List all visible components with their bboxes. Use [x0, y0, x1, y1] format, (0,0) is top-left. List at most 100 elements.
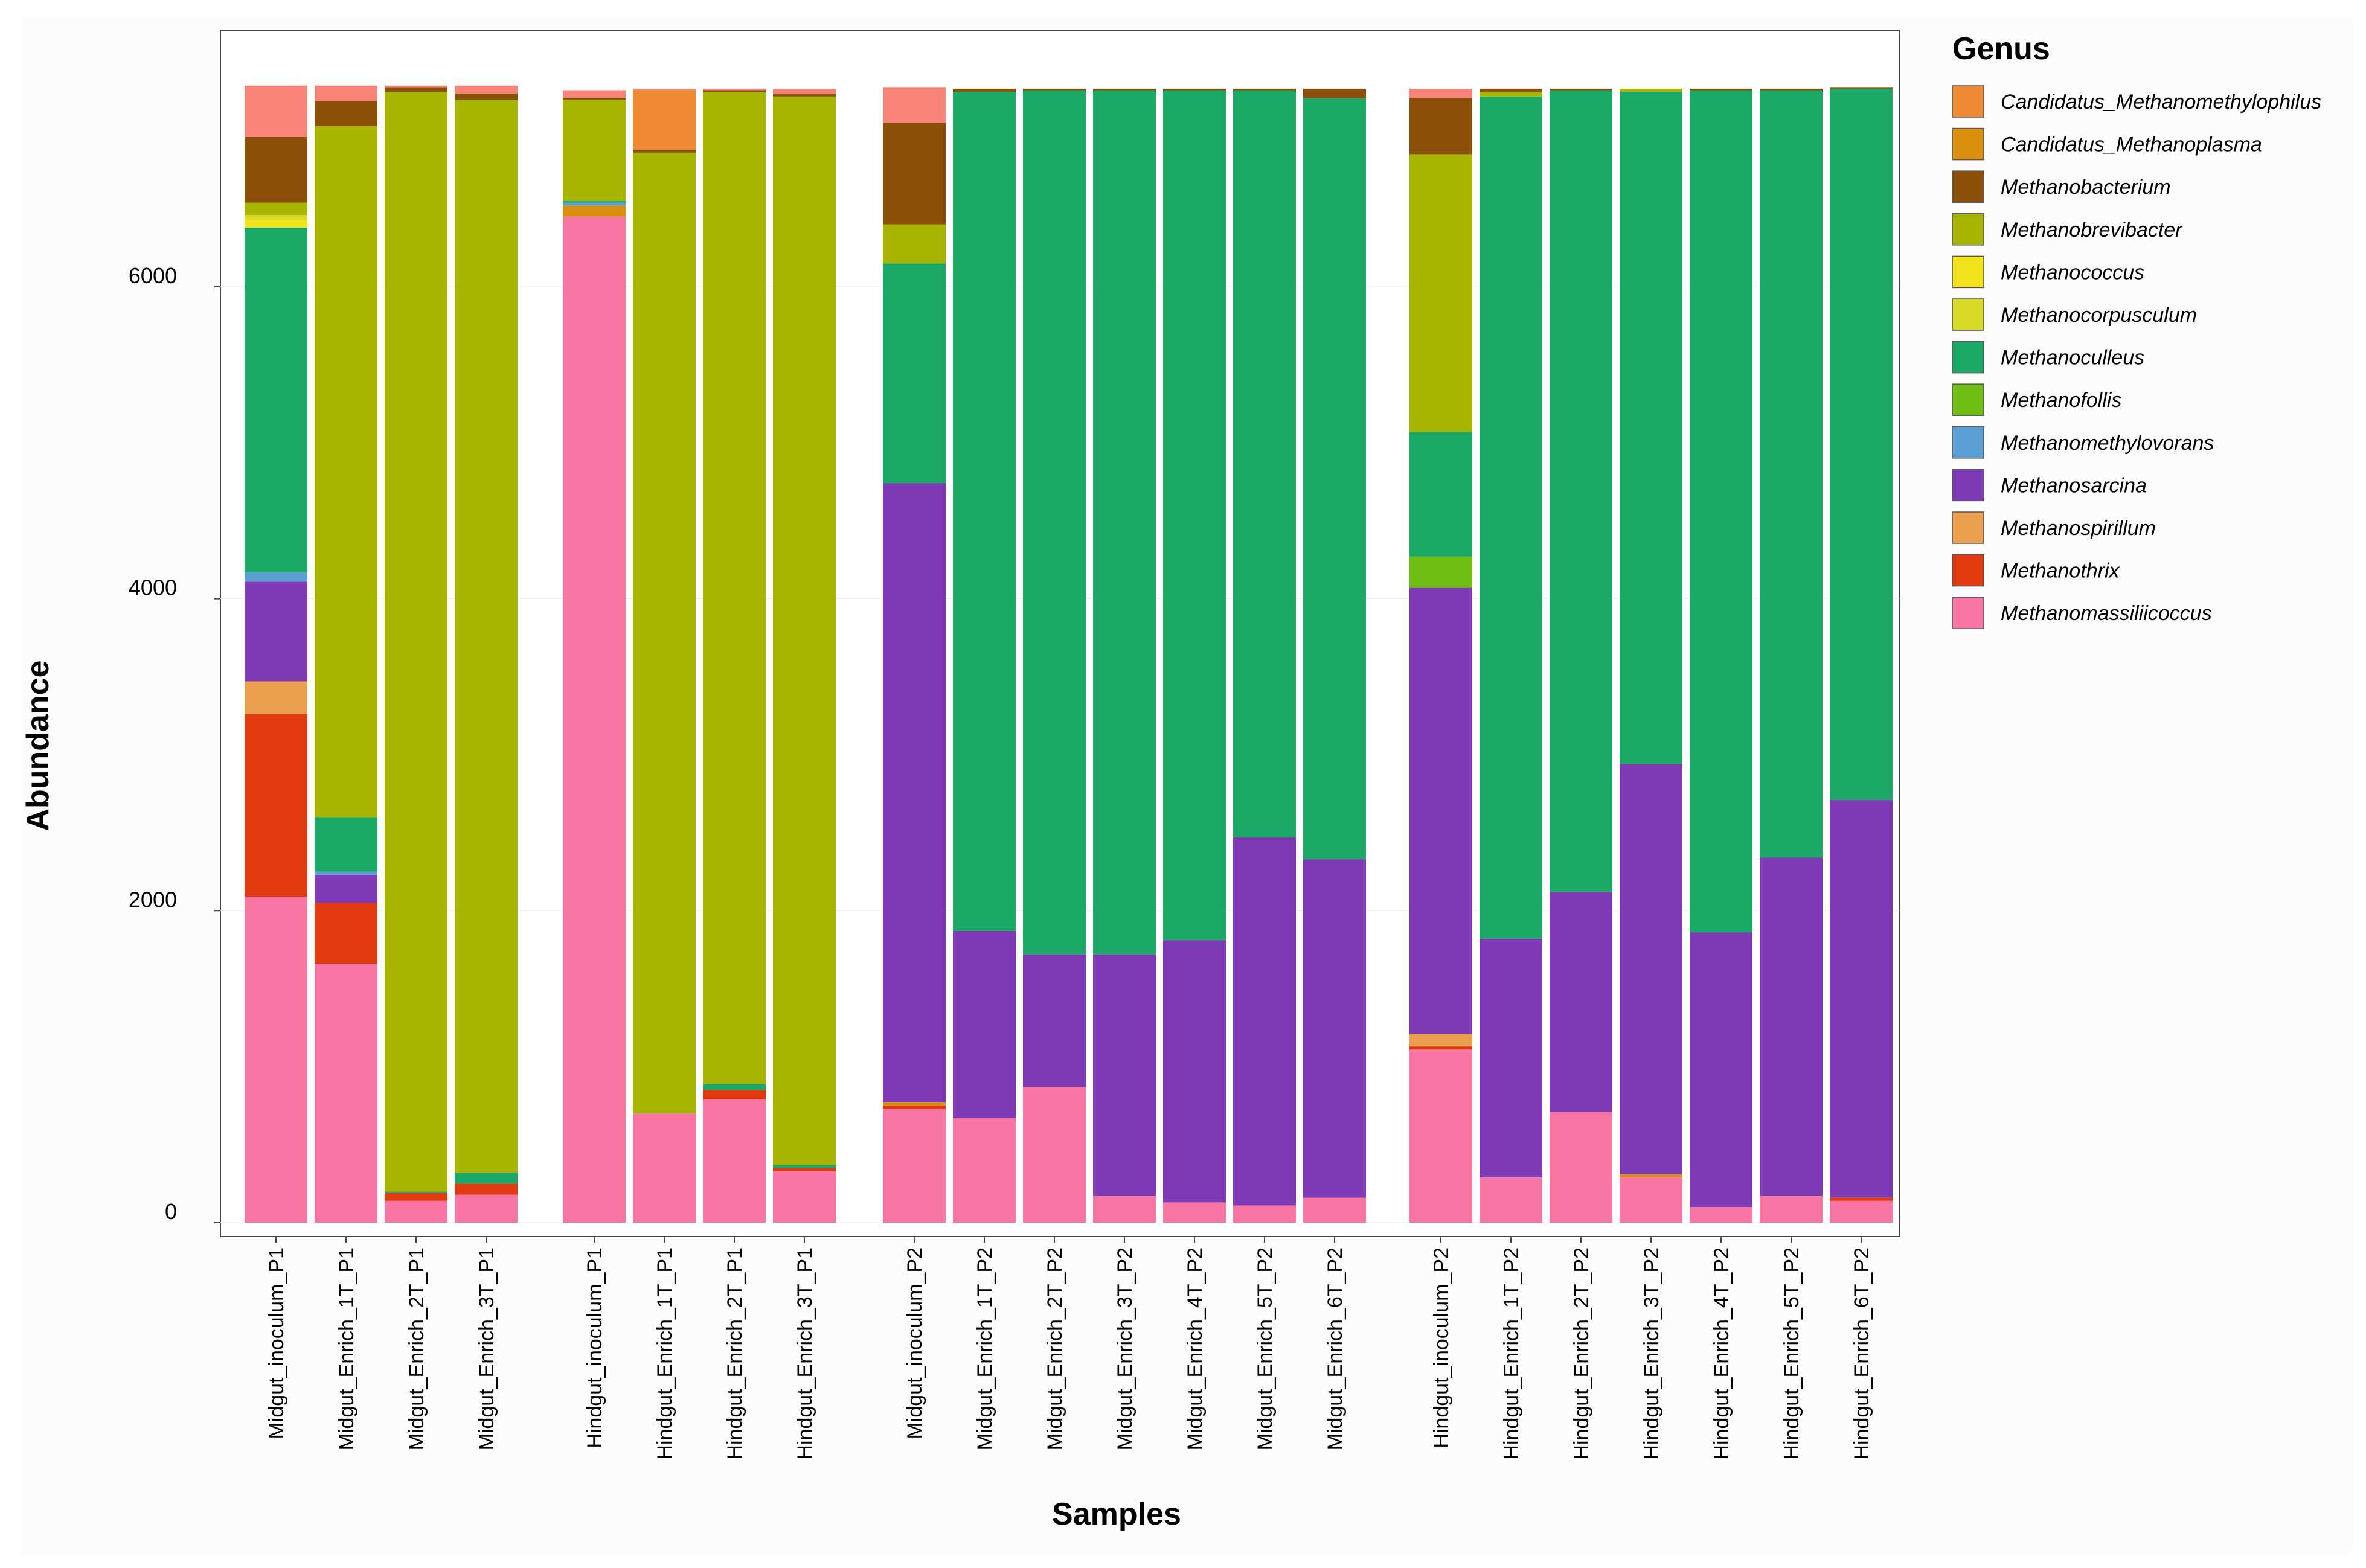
x-tick-label-Midgut_inoculum_P1: Midgut_inoculum_P1: [265, 1247, 288, 1439]
bar-segment-Hindgut_inoculum_P2-Methanospirillum: [1409, 1034, 1472, 1047]
bar-segment-Midgut_Enrich_6T_P2-Methanoculleus: [1303, 98, 1366, 860]
legend-label-Methanocorpusculum: Methanocorpusculum: [2001, 304, 2197, 327]
x-tick-labels: Midgut_inoculum_P1 Midgut_Enrich_1T_P1 Mid…: [265, 1237, 1873, 1460]
legend-item-Methanofollis: Methanofollis: [1952, 383, 2121, 416]
bar-segment-Midgut_Enrich_1T_P1-Methanoculleus: [315, 817, 377, 872]
x-tick-label-Hindgut_inoculum_P1: Hindgut_inoculum_P1: [583, 1247, 606, 1448]
legend-item-Candidatus_Methanoplasma: Candidatus_Methanoplasma: [1952, 127, 2262, 161]
bar-segment-Hindgut_Enrich_5T_P2-Methanomassiliicoccus: [1760, 1196, 1823, 1223]
bar-segment-Midgut_Enrich_5T_P2-Methanobacterium: [1233, 88, 1296, 91]
bar-segment-Hindgut_Enrich_3T_P1-Methanothrix: [773, 1168, 836, 1171]
bar-segment-Hindgut_Enrich_2T_P1-Methanoculleus: [703, 1084, 766, 1090]
bar-segment-Midgut_Enrich_3T_P1-Methanobrevibacter: [455, 100, 518, 1173]
x-tick-label-Midgut_Enrich_4T_P2: Midgut_Enrich_4T_P2: [1184, 1247, 1207, 1450]
bar-Midgut_Enrich_3T_P1: [455, 85, 518, 1223]
bar-segment-Midgut_inoculum_P1-Methanomassiliicoccus: [245, 897, 307, 1223]
bar-segment-Hindgut_Enrich_1T_P2-Methanobrevibacter: [1480, 92, 1542, 97]
bar-segment-Hindgut_inoculum_P1-Methanobacterium: [563, 98, 626, 100]
bar-segment-Midgut_Enrich_5T_P2-Methanoculleus: [1233, 90, 1296, 837]
legend-swatch-Methanocorpusculum: [1952, 298, 1984, 331]
bar-segment-Hindgut_Enrich_1T_P2-Methanobacterium: [1480, 88, 1542, 92]
bar-segment-Midgut_Enrich_2T_P1-Methanomassiliicoccus: [385, 1200, 447, 1223]
bar-segment-Midgut_Enrich_6T_P2-Methanosarcina: [1303, 859, 1366, 1198]
bar-segment-Midgut_Enrich_1T_P1-Methanosarcina: [315, 874, 377, 903]
bar-segment-Hindgut_inoculum_P2-Methanosarcina: [1409, 587, 1472, 1034]
bar-segment-Midgut_inoculum_P1-Methanothrix: [245, 714, 307, 897]
x-tick-label-Hindgut_Enrich_2T_P2: Hindgut_Enrich_2T_P2: [1570, 1247, 1593, 1460]
bar-segment-Hindgut_Enrich_2T_P1-Methanothrix: [703, 1090, 766, 1099]
bar-segment-Hindgut_Enrich_2T_P2-Methanobacterium: [1550, 88, 1612, 91]
legend-swatch-Methanobrevibacter: [1952, 213, 1984, 246]
bar-segment-Midgut_Enrich_5T_P2-Methanosarcina: [1233, 837, 1296, 1206]
legend-swatch-Methanomethylovorans: [1952, 426, 1984, 459]
bar-Hindgut_Enrich_6T_P2: [1830, 87, 1893, 1223]
bar-segment-Hindgut_Enrich_1T_P2-Methanoculleus: [1480, 96, 1542, 939]
axes-layer: 0 2000 4000 6000: [129, 263, 220, 1224]
bar-Midgut_Enrich_1T_P2: [953, 88, 1016, 1223]
x-tick-label-Hindgut_inoculum_P2: Hindgut_inoculum_P2: [1430, 1247, 1453, 1448]
bar-segment-Hindgut_Enrich_3T_P2-Methanoculleus: [1620, 92, 1682, 764]
bar-segment-Midgut_Enrich_5T_P2-Methanomassiliicoccus: [1233, 1205, 1296, 1223]
bar-segment-Hindgut_Enrich_3T_P1-Methanoculleus: [773, 1165, 836, 1168]
legend: Genus Candidatus_MethanomethylophilusCan…: [1952, 31, 2321, 629]
bar-segment-Hindgut_Enrich_3T_P2-Methanosarcina: [1620, 764, 1682, 1174]
bar-segment-Midgut_Enrich_1T_P2-Methanobacterium: [953, 88, 1016, 92]
bar-segment-Midgut_inoculum_P2-Methanothrix: [883, 1106, 946, 1109]
legend-item-Methanobacterium: Methanobacterium: [1952, 170, 2171, 203]
bar-segment-Midgut_Enrich_1T_P1-Methanomethylovorans: [315, 871, 377, 875]
bar-segment-Hindgut_inoculum_P2-Other: [1409, 88, 1472, 98]
bar-segment-Hindgut_Enrich_1T_P1-Candidatus_Methanomethylophilus: [633, 90, 696, 150]
y-tick-label-4000: 4000: [129, 575, 177, 600]
legend-label-Candidatus_Methanoplasma: Candidatus_Methanoplasma: [2001, 133, 2262, 156]
x-tick-label-Midgut_Enrich_6T_P2: Midgut_Enrich_6T_P2: [1324, 1247, 1347, 1450]
legend-swatch-Methanofollis: [1952, 383, 1984, 416]
bar-segment-Midgut_Enrich_3T_P1-Methanobacterium: [455, 93, 518, 100]
bar-segment-Hindgut_Enrich_2T_P1-Methanomassiliicoccus: [703, 1099, 766, 1223]
bar-segment-Hindgut_Enrich_5T_P2-Methanoculleus: [1760, 90, 1823, 858]
bar-Midgut_Enrich_2T_P2: [1023, 88, 1086, 1223]
x-axis-title: Samples: [1052, 1497, 1181, 1532]
bar-segment-Midgut_Enrich_4T_P2-Methanosarcina: [1163, 940, 1226, 1203]
legend-swatch-Methanothrix: [1952, 554, 1984, 587]
bar-segment-Hindgut_Enrich_1T_P1-Other: [633, 88, 696, 91]
bar-segment-Midgut_inoculum_P1-Methanococcus: [245, 219, 307, 228]
bar-Hindgut_Enrich_2T_P2: [1550, 88, 1612, 1223]
bars-layer: [245, 85, 1893, 1223]
bar-segment-Midgut_Enrich_1T_P2-Methanoculleus: [953, 92, 1016, 931]
legend-label-Methanobrevibacter: Methanobrevibacter: [2001, 219, 2183, 242]
x-tick-label-Midgut_Enrich_5T_P2: Midgut_Enrich_5T_P2: [1254, 1247, 1277, 1450]
x-tick-label-Hindgut_Enrich_4T_P2: Hindgut_Enrich_4T_P2: [1710, 1247, 1733, 1460]
bar-Hindgut_Enrich_5T_P2: [1760, 88, 1823, 1223]
bar-segment-Midgut_Enrich_2T_P1-Methanobrevibacter: [385, 92, 447, 1192]
legend-label-Methanobacterium: Methanobacterium: [2001, 176, 2171, 199]
y-tick-label-6000: 6000: [129, 263, 177, 288]
bar-segment-Midgut_inoculum_P1-Methanospirillum: [245, 681, 307, 714]
bar-segment-Hindgut_Enrich_5T_P2-Methanosarcina: [1760, 857, 1823, 1197]
bar-segment-Hindgut_inoculum_P1-Methanoculleus: [563, 200, 626, 203]
bar-segment-Hindgut_Enrich_3T_P1-Methanobacterium: [773, 93, 836, 97]
legend-item-Methanococcus: Methanococcus: [1952, 255, 2144, 289]
bar-segment-Hindgut_Enrich_1T_P1-Methanobacterium: [633, 149, 696, 153]
legend-item-Methanosarcina: Methanosarcina: [1952, 469, 2147, 502]
legend-label-Methanococcus: Methanococcus: [2001, 261, 2144, 284]
bar-segment-Hindgut_Enrich_6T_P2-Methanobacterium: [1830, 87, 1893, 89]
legend-swatch-Methanobacterium: [1952, 170, 1984, 203]
bar-segment-Hindgut_Enrich_2T_P2-Methanoculleus: [1550, 90, 1612, 892]
bar-Hindgut_Enrich_4T_P2: [1690, 88, 1752, 1223]
bar-segment-Midgut_inoculum_P2-Methanosarcina: [883, 483, 946, 1103]
bar-segment-Midgut_Enrich_2T_P1-Methanothrix: [385, 1192, 447, 1201]
bar-segment-Midgut_inoculum_P1-Methanocorpusculum: [245, 215, 307, 220]
bar-Hindgut_inoculum_P1: [563, 90, 626, 1223]
legend-item-Methanomassiliicoccus: Methanomassiliicoccus: [1952, 597, 2212, 629]
bar-segment-Hindgut_inoculum_P2-Methanobrevibacter: [1409, 154, 1472, 432]
bar-segment-Midgut_Enrich_4T_P2-Methanomassiliicoccus: [1163, 1202, 1226, 1223]
x-tick-label-Hindgut_Enrich_3T_P1: Hindgut_Enrich_3T_P1: [793, 1247, 816, 1460]
bar-segment-Midgut_inoculum_P1-Methanobrevibacter: [245, 202, 307, 216]
bar-segment-Hindgut_Enrich_6T_P2-Methanoculleus: [1830, 88, 1893, 800]
bar-segment-Hindgut_Enrich_1T_P1-Methanobrevibacter: [633, 152, 696, 1114]
bar-segment-Midgut_inoculum_P1-Methanosarcina: [245, 581, 307, 682]
bar-segment-Midgut_Enrich_3T_P1-Methanomassiliicoccus: [455, 1194, 518, 1223]
bar-segment-Midgut_Enrich_1T_P1-Methanobacterium: [315, 101, 377, 126]
legend-swatch-Methanosarcina: [1952, 469, 1984, 502]
bar-segment-Hindgut_Enrich_5T_P2-Methanobacterium: [1760, 88, 1823, 91]
